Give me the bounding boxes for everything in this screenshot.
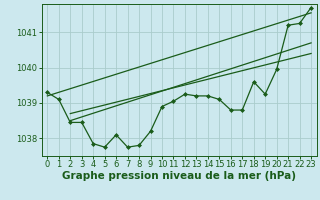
X-axis label: Graphe pression niveau de la mer (hPa): Graphe pression niveau de la mer (hPa) (62, 171, 296, 181)
